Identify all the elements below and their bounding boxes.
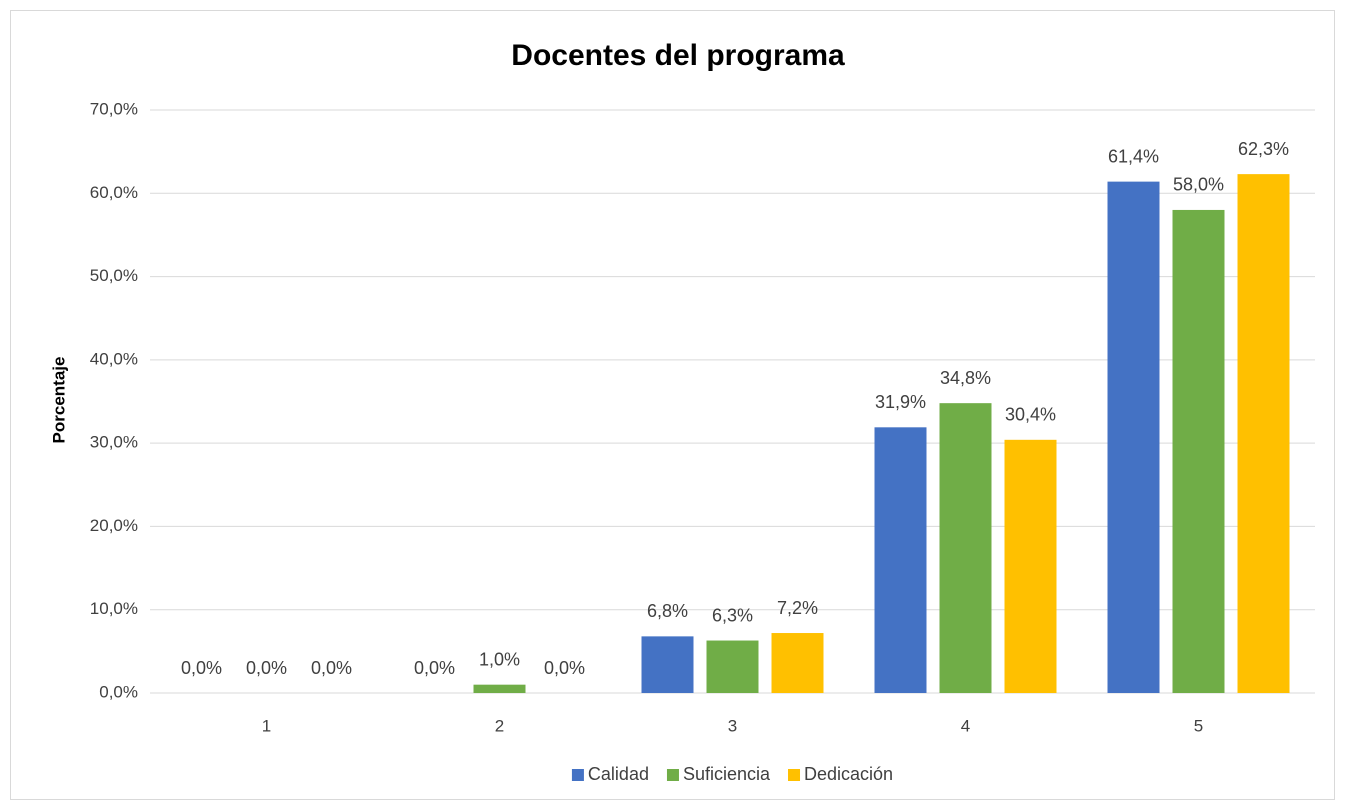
value-label: 0,0% — [414, 658, 455, 678]
value-label: 62,3% — [1238, 139, 1289, 159]
value-label: 1,0% — [479, 649, 520, 669]
legend-label: Calidad — [588, 764, 649, 784]
value-label: 0,0% — [544, 658, 585, 678]
bar — [874, 427, 927, 693]
value-label: 61,4% — [1108, 146, 1159, 166]
legend-swatch — [666, 769, 679, 781]
x-tick-label: 2 — [495, 716, 504, 735]
bar — [771, 633, 824, 693]
legend-swatch — [788, 769, 801, 781]
value-label: 58,0% — [1173, 175, 1224, 195]
value-label: 7,2% — [777, 598, 818, 618]
y-tick-label: 20,0% — [90, 516, 138, 535]
bar — [1237, 174, 1290, 693]
y-tick-label: 40,0% — [90, 349, 138, 368]
value-label: 0,0% — [311, 658, 352, 678]
bar — [1107, 181, 1160, 693]
bar — [939, 403, 992, 693]
bar — [473, 684, 526, 693]
value-label: 6,3% — [712, 605, 753, 625]
x-tick-label: 1 — [262, 716, 271, 735]
y-tick-label: 50,0% — [90, 266, 138, 285]
y-axis-label: Porcentaje — [49, 357, 68, 444]
y-tick-label: 0,0% — [99, 682, 138, 701]
y-tick-label: 30,0% — [90, 433, 138, 452]
value-label: 0,0% — [181, 658, 222, 678]
value-label: 34,8% — [940, 368, 991, 388]
chart-title: Docentes del programa — [511, 39, 845, 72]
value-label: 6,8% — [647, 601, 688, 621]
y-tick-label: 60,0% — [90, 183, 138, 202]
x-tick-label: 5 — [1194, 716, 1203, 735]
x-tick-label: 3 — [728, 716, 737, 735]
bar — [641, 636, 694, 693]
bar — [1172, 209, 1225, 693]
value-label: 30,4% — [1005, 405, 1056, 425]
y-tick-label: 10,0% — [90, 599, 138, 618]
x-tick-label: 4 — [961, 716, 970, 735]
legend-label: Suficiencia — [683, 764, 771, 784]
value-label: 31,9% — [875, 392, 926, 412]
legend-label: Dedicación — [804, 764, 893, 784]
bar — [706, 640, 759, 693]
y-tick-label: 70,0% — [90, 99, 138, 118]
legend-swatch — [571, 769, 584, 781]
value-label: 0,0% — [246, 658, 287, 678]
bar — [1004, 439, 1057, 693]
